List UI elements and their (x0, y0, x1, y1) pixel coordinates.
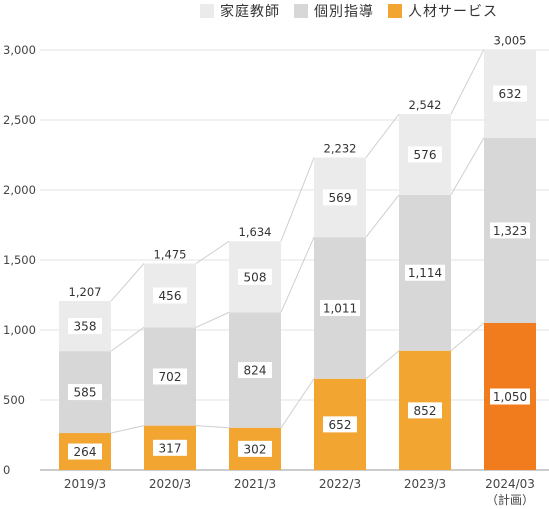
value-label: 652 (329, 418, 352, 432)
connector-line (365, 113, 400, 158)
value-label-box (408, 146, 442, 163)
value-label: 1,011 (323, 301, 357, 315)
value-label: 632 (499, 87, 522, 101)
value-label-box (323, 189, 357, 206)
y-tick-label: 2,000 (3, 183, 36, 197)
connector-line (110, 425, 145, 434)
value-label: 302 (244, 442, 267, 456)
value-label-box (68, 384, 102, 401)
total-label: 1,207 (69, 285, 102, 299)
y-tick-label: 1,500 (3, 253, 36, 267)
value-label-box (408, 402, 442, 419)
x-tick-label: 2024/03 (485, 477, 535, 491)
legend-label-jinzai: 人材サービス (408, 4, 498, 20)
y-tick-label: 3,000 (3, 43, 36, 57)
connector-line (365, 194, 400, 238)
connector-line (195, 311, 230, 328)
value-label-box (238, 362, 272, 379)
connector-line (110, 263, 145, 302)
legend-swatch-jinzai (388, 4, 402, 18)
legend-label-kobetsu: 個別指導 (314, 4, 374, 20)
value-label-box (493, 85, 527, 102)
legend-label-katei: 家庭教師 (220, 4, 280, 20)
connector-line (195, 425, 230, 429)
total-label: 1,634 (239, 225, 272, 239)
connector-line (280, 236, 315, 313)
value-label: 317 (159, 441, 182, 455)
x-tick-label: 2019/3 (64, 477, 106, 491)
value-label: 824 (244, 364, 267, 378)
value-label: 508 (244, 270, 267, 284)
y-tick-label: 1,000 (3, 323, 36, 337)
connector-line (450, 49, 485, 115)
value-label: 1,050 (493, 390, 527, 404)
value-label: 358 (74, 320, 97, 334)
x-tick-label: 2023/3 (404, 477, 446, 491)
value-label: 1,323 (493, 224, 527, 238)
connector-line (195, 240, 230, 264)
total-label: 2,232 (324, 142, 357, 156)
x-tick-label: 2021/3 (234, 477, 276, 491)
value-label: 264 (74, 445, 97, 459)
legend-item-katei: 家庭教師 (200, 1, 280, 21)
legend: 家庭教師 個別指導 人材サービス (200, 0, 512, 22)
value-label-box (238, 268, 272, 285)
value-label: 569 (329, 191, 352, 205)
connector-line (365, 350, 400, 380)
connector-line (280, 378, 315, 428)
value-label-box (238, 440, 272, 457)
y-tick-label: 0 (3, 463, 10, 477)
legend-item-jinzai: 人材サービス (388, 1, 498, 21)
connector-line (450, 137, 485, 196)
value-label-box (323, 416, 357, 433)
total-label: 1,475 (154, 248, 187, 262)
value-label: 576 (414, 148, 437, 162)
legend-swatch-katei (200, 4, 214, 18)
value-label: 456 (159, 289, 182, 303)
connector-line (450, 322, 485, 352)
value-label-box (320, 299, 360, 316)
value-label-box (68, 443, 102, 460)
value-label-box (490, 388, 530, 405)
connector-line (280, 157, 315, 242)
x-tick-label: 2022/3 (319, 477, 361, 491)
y-tick-label: 500 (3, 393, 25, 407)
value-label-box (68, 318, 102, 335)
total-label: 2,542 (409, 98, 442, 112)
legend-swatch-kobetsu (294, 4, 308, 18)
x-tick-note: （計画） (486, 492, 534, 507)
connector-line (110, 326, 145, 352)
legend-item-kobetsu: 個別指導 (294, 1, 374, 21)
value-label-box (153, 287, 187, 304)
value-label-box (153, 368, 187, 385)
value-label: 585 (74, 386, 97, 400)
value-label: 852 (414, 404, 437, 418)
x-tick-label: 2020/3 (149, 477, 191, 491)
total-label: 3,005 (494, 33, 527, 47)
value-label-box (405, 264, 445, 281)
value-label: 702 (159, 370, 182, 384)
value-label-box (490, 222, 530, 239)
y-tick-label: 2,500 (3, 113, 36, 127)
value-label-box (153, 439, 187, 456)
value-label: 1,114 (408, 266, 442, 280)
